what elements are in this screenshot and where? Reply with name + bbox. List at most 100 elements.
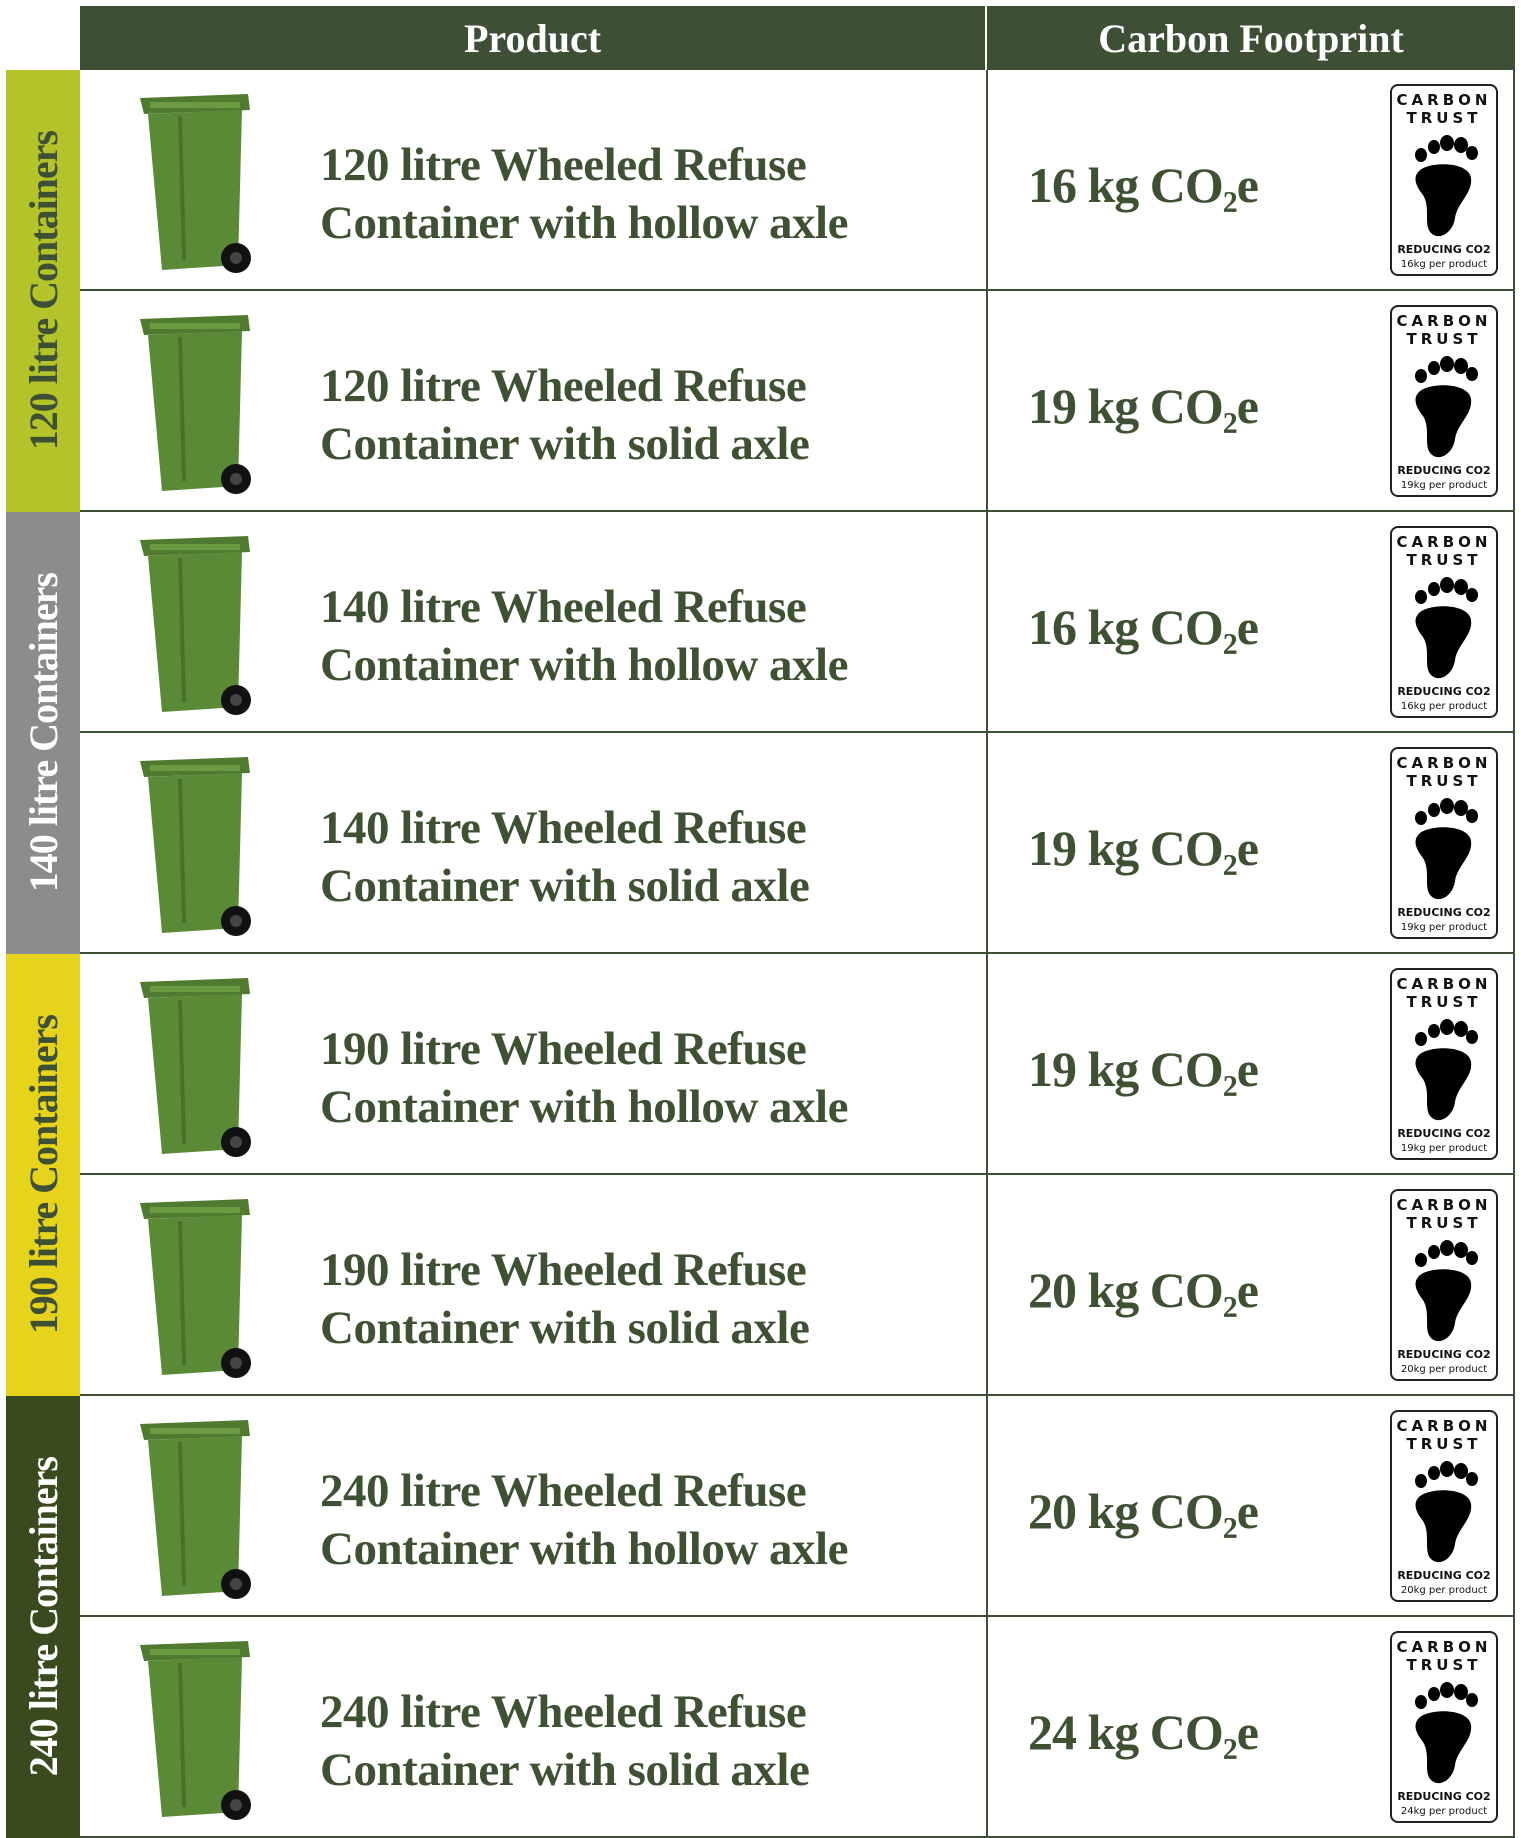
footprint-value: 20 kg CO₂e (1028, 1262, 1259, 1318)
table-row: 140 litre Wheeled Refuse Container with s… (80, 733, 1515, 954)
bin (120, 1406, 270, 1611)
product-line: 120 litre Wheeled Refuse (320, 139, 807, 191)
badge-icon (1392, 1680, 1496, 1794)
badge-title: CARBON (1396, 1196, 1492, 1214)
product-line: 190 litre Wheeled Refuse (320, 1023, 807, 1075)
badge-title: TRUST (1406, 551, 1482, 569)
table-row: 190 litre Wheeled Refuse Container with h… (80, 954, 1515, 1175)
product-line: Container with solid axle (320, 1744, 810, 1796)
badge-text: 16kg per product (1400, 701, 1488, 712)
badge-title: TRUST (1406, 1435, 1482, 1453)
footprint-icon (1415, 1019, 1478, 1121)
footprint-value: 19 kg CO₂e (1028, 378, 1259, 434)
badge-icon (1392, 575, 1496, 689)
group-band: 240 litre Containers (6, 1396, 80, 1838)
badge-icon (1392, 1017, 1496, 1131)
carbon-trust-badge: CARBON TRUST REDUCING CO2 19kg per product (1390, 968, 1498, 1160)
bin-image (140, 536, 251, 715)
bin (120, 522, 270, 727)
bin (120, 964, 270, 1169)
product-name: 140 litre Wheeled Refuse Container with h… (320, 578, 848, 694)
footprint-icon (1415, 1240, 1478, 1342)
group-band: 140 litre Containers (6, 512, 80, 954)
badge-title: CARBON (1396, 1638, 1492, 1656)
badge-text: REDUCING CO2 (1397, 1127, 1491, 1140)
badge-text: 19kg per product (1400, 922, 1488, 933)
footprint-icon (1415, 577, 1478, 679)
header-product: Product (80, 6, 987, 70)
product-name: 190 litre Wheeled Refuse Container with s… (320, 1241, 810, 1357)
group-label: 240 litre Containers (20, 1457, 66, 1777)
group-band: 120 litre Containers (6, 70, 80, 512)
carbon-trust-badge: CARBON TRUST REDUCING CO2 20kg per product (1390, 1189, 1498, 1381)
badge-title: CARBON (1396, 975, 1492, 993)
table-row: 240 litre Wheeled Refuse Container with h… (80, 1396, 1515, 1617)
footprint-value: 24 kg CO₂e (1028, 1704, 1259, 1760)
bin-image (140, 978, 251, 1157)
bin-image (140, 1420, 251, 1599)
bin (120, 743, 270, 948)
bin (120, 301, 270, 506)
badge-text: 20kg per product (1400, 1364, 1488, 1375)
badge-text: 20kg per product (1400, 1585, 1488, 1596)
badge-title: CARBON (1396, 754, 1492, 772)
badge-text: REDUCING CO2 (1397, 685, 1491, 698)
product-line: Container with hollow axle (320, 1523, 848, 1575)
product-line: 140 litre Wheeled Refuse (320, 581, 807, 633)
table-row: 190 litre Wheeled Refuse Container with s… (80, 1175, 1515, 1396)
product-line: 140 litre Wheeled Refuse (320, 802, 807, 854)
badge-title: TRUST (1406, 772, 1482, 790)
bin-image (140, 315, 251, 494)
badge-text: REDUCING CO2 (1397, 464, 1491, 477)
group-label: 140 litre Containers (20, 573, 66, 893)
badge-text: REDUCING CO2 (1397, 1348, 1491, 1361)
carbon-trust-badge: CARBON TRUST REDUCING CO2 20kg per product (1390, 1410, 1498, 1602)
bin-image (140, 757, 251, 936)
badge-title: CARBON (1396, 1417, 1492, 1435)
badge-text: REDUCING CO2 (1397, 1790, 1491, 1803)
product-line: 240 litre Wheeled Refuse (320, 1686, 807, 1738)
product-name: 240 litre Wheeled Refuse Container with s… (320, 1683, 810, 1799)
badge-title: CARBON (1396, 312, 1492, 330)
badge-text: 16kg per product (1400, 259, 1488, 270)
bin (120, 1627, 270, 1832)
carbon-trust-badge: CARBON TRUST REDUCING CO2 16kg per product (1390, 526, 1498, 718)
footprint-icon (1415, 1682, 1478, 1784)
column-divider (986, 70, 988, 1838)
bin-image (140, 94, 251, 273)
product-line: Container with solid axle (320, 860, 810, 912)
group-label: 190 litre Containers (20, 1015, 66, 1335)
product-line: Container with hollow axle (320, 197, 848, 249)
table-row: 140 litre Wheeled Refuse Container with h… (80, 512, 1515, 733)
carbon-trust-badge: CARBON TRUST REDUCING CO2 19kg per product (1390, 305, 1498, 497)
footprint-icon (1415, 135, 1478, 237)
bin-image (140, 1641, 251, 1820)
product-line: Container with solid axle (320, 1302, 810, 1354)
badge-title: TRUST (1406, 109, 1482, 127)
badge-text: REDUCING CO2 (1397, 906, 1491, 919)
carbon-trust-badge: CARBON TRUST REDUCING CO2 16kg per product (1390, 84, 1498, 276)
badge-icon (1392, 1238, 1496, 1352)
badge-text: REDUCING CO2 (1397, 243, 1491, 256)
product-name: 240 litre Wheeled Refuse Container with h… (320, 1462, 848, 1578)
badge-text: 19kg per product (1400, 480, 1488, 491)
product-line: 120 litre Wheeled Refuse (320, 360, 807, 412)
badge-text: REDUCING CO2 (1397, 1569, 1491, 1582)
badge-title: TRUST (1406, 993, 1482, 1011)
product-name: 120 litre Wheeled Refuse Container with s… (320, 357, 810, 473)
footprint-value: 16 kg CO₂e (1028, 157, 1259, 213)
footprint-value: 16 kg CO₂e (1028, 599, 1259, 655)
badge-icon (1392, 133, 1496, 247)
bin (120, 80, 270, 285)
product-line: 190 litre Wheeled Refuse (320, 1244, 807, 1296)
group-band: 190 litre Containers (6, 954, 80, 1396)
footprint-value: 19 kg CO₂e (1028, 1041, 1259, 1097)
bin (120, 1185, 270, 1390)
header-footprint: Carbon Footprint (987, 6, 1515, 70)
badge-title: TRUST (1406, 1214, 1482, 1232)
footprint-icon (1415, 356, 1478, 458)
product-name: 120 litre Wheeled Refuse Container with h… (320, 136, 848, 252)
badge-title: CARBON (1396, 91, 1492, 109)
product-name: 190 litre Wheeled Refuse Container with h… (320, 1020, 848, 1136)
